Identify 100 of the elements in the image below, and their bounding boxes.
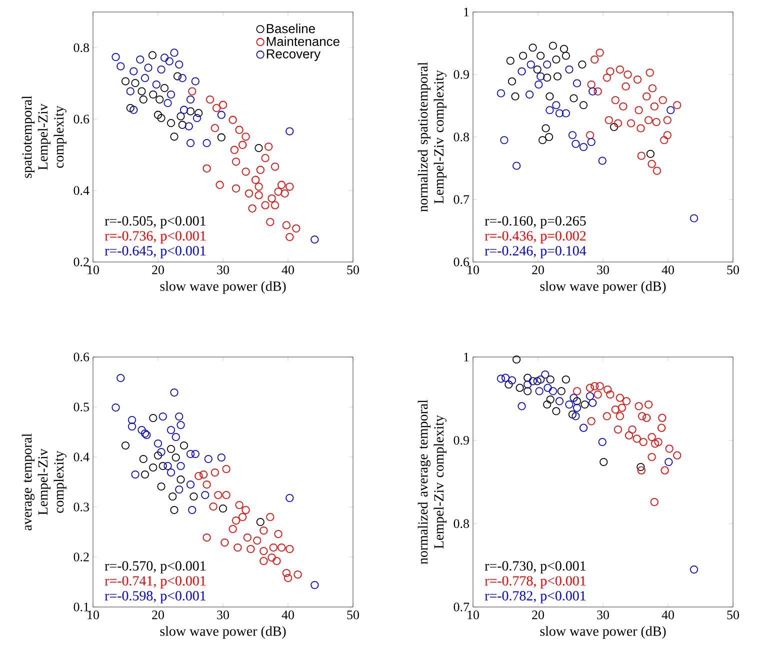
point — [572, 387, 582, 396]
point — [664, 458, 673, 466]
point — [202, 533, 211, 542]
y-tick-label: 0.6 — [74, 114, 90, 124]
point — [616, 412, 624, 420]
point — [128, 416, 136, 424]
point — [526, 90, 534, 99]
point — [256, 518, 264, 526]
point — [180, 441, 188, 450]
point — [616, 65, 624, 74]
point — [587, 417, 596, 426]
point — [572, 404, 582, 412]
point — [516, 384, 524, 392]
point — [553, 72, 562, 80]
point — [254, 182, 263, 191]
point — [606, 67, 614, 76]
point — [646, 68, 654, 77]
point — [178, 120, 186, 129]
point — [277, 180, 286, 189]
x-tick-label: 40 — [662, 610, 674, 620]
x-tick-label: 50 — [727, 610, 739, 620]
point — [235, 500, 244, 510]
point — [634, 402, 643, 410]
point — [242, 132, 250, 141]
point — [286, 544, 294, 554]
annotation: r=-0.778, p<0.001 — [484, 576, 586, 588]
point — [140, 74, 150, 82]
y-tick-label: 0.6 — [454, 258, 470, 266]
point — [254, 191, 263, 200]
point — [600, 458, 608, 466]
point — [543, 60, 552, 69]
y-tick-label: 0.9 — [454, 70, 469, 79]
point — [149, 414, 158, 422]
point — [277, 543, 286, 552]
point — [637, 152, 646, 160]
point — [160, 54, 169, 62]
point — [242, 506, 250, 514]
point — [568, 410, 577, 419]
point — [528, 377, 537, 386]
point — [209, 502, 218, 511]
point — [282, 221, 290, 230]
point — [218, 504, 228, 513]
point — [154, 110, 162, 119]
point — [572, 397, 582, 406]
point — [552, 407, 560, 416]
point — [562, 52, 570, 60]
point — [270, 201, 280, 210]
point — [121, 441, 130, 450]
point — [496, 374, 506, 383]
point — [232, 516, 240, 525]
point — [130, 106, 138, 114]
point — [642, 414, 651, 422]
point — [500, 136, 508, 144]
point — [170, 48, 178, 57]
point — [157, 65, 166, 74]
point — [546, 106, 554, 114]
point — [175, 485, 184, 494]
point — [611, 96, 620, 104]
point — [286, 232, 294, 242]
point — [624, 431, 634, 440]
point — [562, 109, 570, 118]
point — [580, 400, 589, 409]
point — [201, 490, 210, 500]
point — [496, 89, 506, 98]
point — [168, 492, 177, 501]
point — [149, 90, 158, 99]
x-tick-label: 20 — [152, 266, 164, 274]
point — [511, 92, 520, 100]
point — [586, 392, 594, 400]
point — [217, 453, 226, 462]
point — [508, 77, 516, 86]
point — [652, 118, 660, 126]
point — [663, 116, 672, 124]
y-tick-label: 0.2 — [74, 552, 89, 562]
point — [548, 387, 558, 396]
point — [533, 65, 542, 74]
point — [663, 131, 672, 140]
point — [632, 434, 641, 443]
point — [166, 426, 176, 434]
point — [622, 397, 630, 406]
point — [191, 450, 200, 458]
point — [256, 166, 264, 174]
point — [587, 80, 596, 89]
point — [650, 498, 658, 506]
point — [560, 44, 568, 53]
annotation: r=-0.782, p<0.001 — [484, 591, 586, 604]
point — [673, 451, 682, 460]
point — [579, 424, 588, 432]
point — [660, 466, 669, 474]
point — [543, 400, 552, 409]
point — [634, 106, 643, 114]
point — [614, 119, 622, 128]
point — [644, 116, 653, 124]
point — [246, 544, 255, 554]
point — [268, 553, 276, 562]
point — [579, 101, 588, 110]
point — [280, 189, 289, 198]
point — [660, 136, 668, 144]
x-tick-label: 10 — [88, 266, 99, 274]
point — [286, 127, 294, 136]
